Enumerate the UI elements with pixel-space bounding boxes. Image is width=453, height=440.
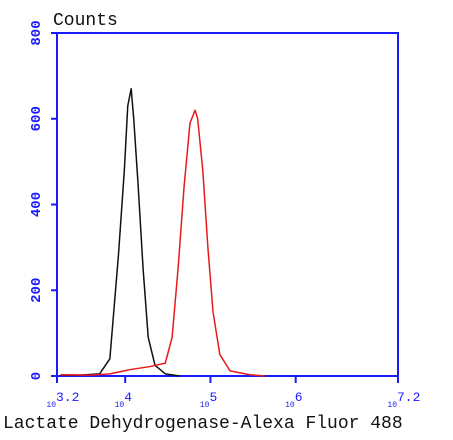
x-axis-label: Lactate Dehydrogenase-Alexa Fluor 488 xyxy=(3,414,403,434)
y-axis-label: Counts xyxy=(53,11,118,31)
y-tick-label: 0 xyxy=(29,372,45,380)
x-tick-base: 10 xyxy=(115,401,125,410)
x-tick-label: 7.2 xyxy=(397,390,420,405)
y-tick-label: 400 xyxy=(29,192,45,217)
x-tick-label: 5 xyxy=(209,390,217,405)
x-tick-label: 4 xyxy=(124,390,132,405)
x-tick-base: 10 xyxy=(387,401,397,410)
x-tick-base: 10 xyxy=(285,401,295,410)
plot-frame xyxy=(56,32,399,377)
x-tick-base: 10 xyxy=(200,401,210,410)
x-tick-base: 10 xyxy=(46,401,56,410)
y-tick-label: 200 xyxy=(29,278,45,303)
y-tick-label: 600 xyxy=(29,106,45,131)
series-line xyxy=(60,109,266,377)
x-tick-label: 3.2 xyxy=(56,390,79,405)
y-tick-label: 800 xyxy=(29,20,45,45)
series-line xyxy=(60,87,180,377)
x-tick-label: 6 xyxy=(295,390,303,405)
